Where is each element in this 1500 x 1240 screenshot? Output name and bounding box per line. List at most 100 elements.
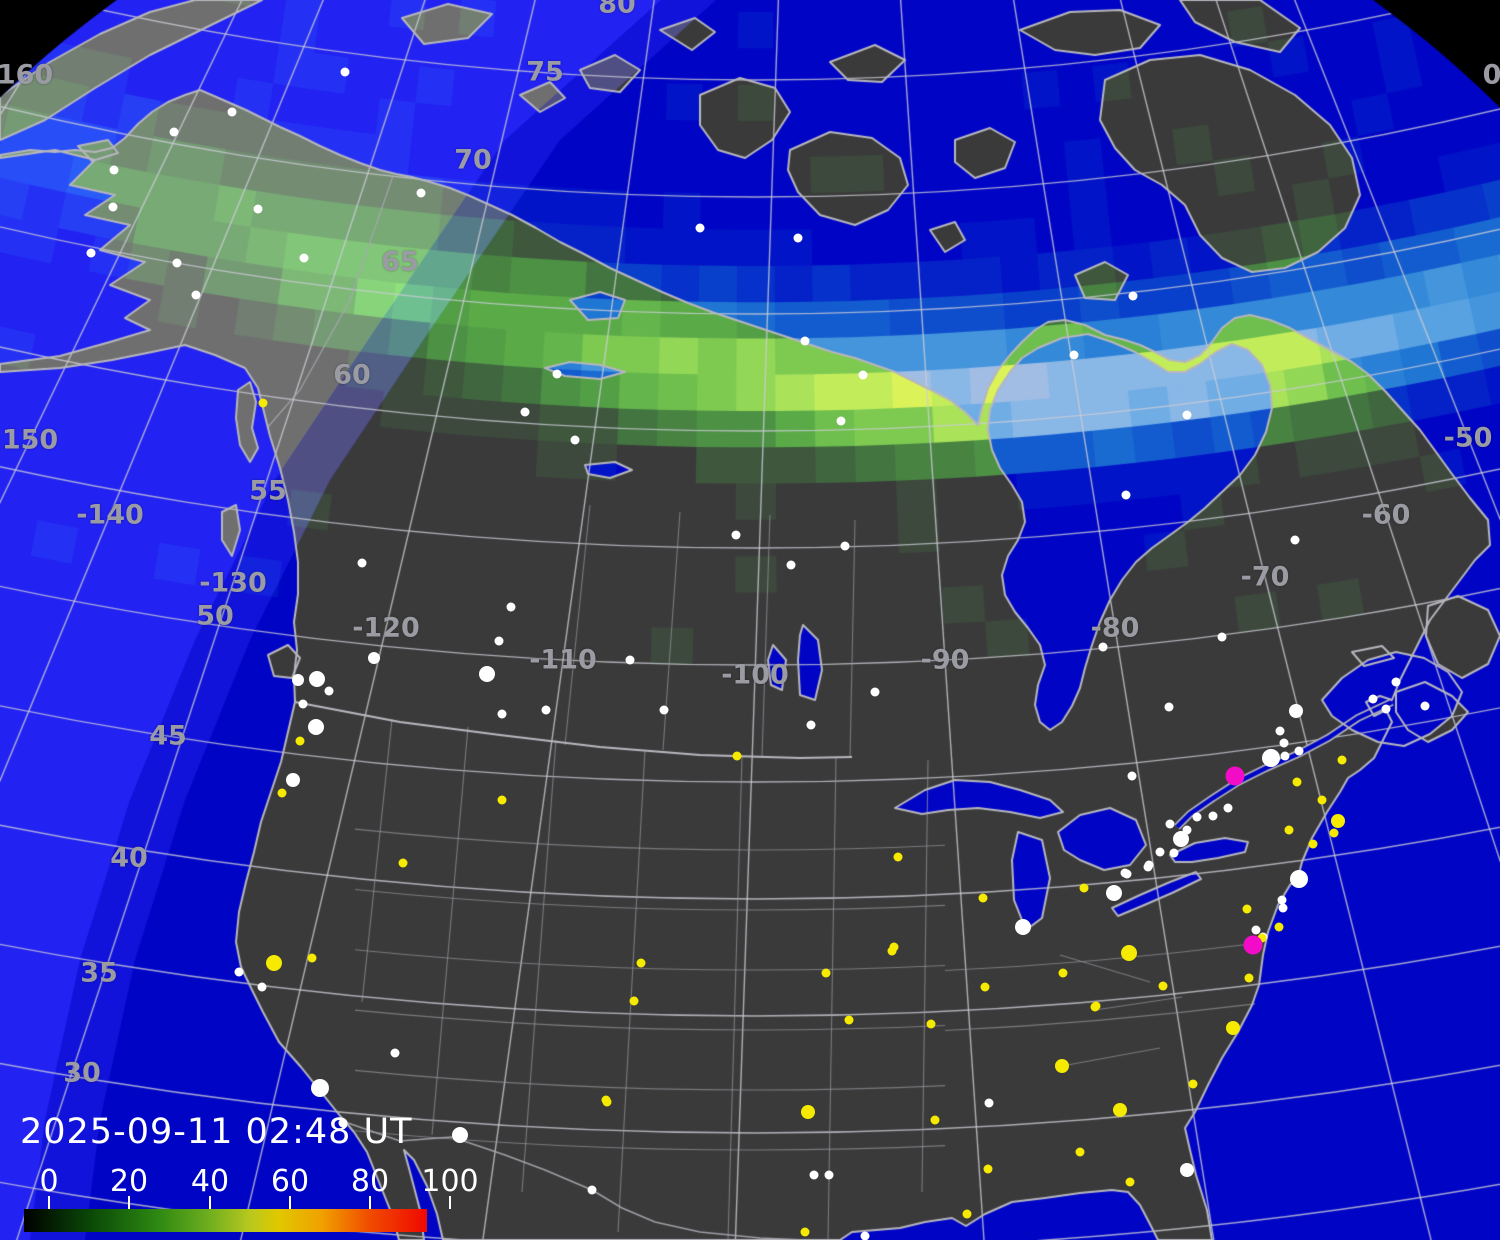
station-dot-white[interactable]	[824, 1170, 834, 1180]
station-dot-white[interactable]	[479, 666, 495, 682]
station-dot-white[interactable]	[506, 602, 516, 612]
station-dot-white[interactable]	[1127, 771, 1137, 781]
station-dot-yellow[interactable]	[307, 953, 317, 963]
station-dot-white[interactable]	[1420, 701, 1430, 711]
station-dot-white[interactable]	[1164, 702, 1174, 712]
station-dot-white[interactable]	[311, 1079, 329, 1097]
station-dot-white[interactable]	[299, 253, 309, 263]
station-dot-yellow[interactable]	[962, 1209, 972, 1219]
station-dot-white[interactable]	[368, 652, 380, 664]
station-dot-white[interactable]	[1275, 726, 1285, 736]
station-dot-yellow[interactable]	[1075, 1147, 1085, 1157]
station-dot-white[interactable]	[1143, 862, 1153, 872]
station-dot-white[interactable]	[1015, 919, 1031, 935]
station-dot-white[interactable]	[731, 530, 741, 540]
station-dot-white[interactable]	[809, 1170, 819, 1180]
station-dot-white[interactable]	[1290, 870, 1308, 888]
station-dot-yellow[interactable]	[1242, 904, 1252, 914]
station-dot-yellow[interactable]	[844, 1015, 854, 1025]
station-dot-white[interactable]	[416, 188, 426, 198]
station-dot-white[interactable]	[1251, 925, 1261, 935]
station-dot-yellow[interactable]	[980, 982, 990, 992]
station-dot-white[interactable]	[1155, 847, 1165, 857]
station-dot-yellow[interactable]	[1091, 1001, 1101, 1011]
station-dot-yellow[interactable]	[1058, 968, 1068, 978]
station-dot-white[interactable]	[253, 204, 263, 214]
station-dot-white[interactable]	[786, 560, 796, 570]
station-dot-white[interactable]	[1180, 1163, 1194, 1177]
station-dot-white[interactable]	[172, 258, 182, 268]
station-dot-white[interactable]	[659, 705, 669, 715]
station-dot-white[interactable]	[298, 699, 308, 709]
station-dot-yellow[interactable]	[398, 858, 408, 868]
station-dot-yellow[interactable]	[1308, 839, 1318, 849]
station-dot-white[interactable]	[234, 967, 244, 977]
station-dot-white[interactable]	[800, 336, 810, 346]
station-dot-white[interactable]	[1169, 848, 1179, 858]
station-dot-white[interactable]	[357, 558, 367, 568]
station-dot-yellow[interactable]	[800, 1227, 810, 1237]
station-dot-white[interactable]	[793, 233, 803, 243]
station-dot-yellow[interactable]	[1158, 981, 1168, 991]
station-dot-white[interactable]	[494, 636, 504, 646]
station-dot-yellow[interactable]	[983, 1164, 993, 1174]
station-dot-white[interactable]	[860, 1231, 870, 1240]
station-dot-yellow[interactable]	[1121, 945, 1137, 961]
station-dot-white[interactable]	[1368, 694, 1378, 704]
station-dot-yellow[interactable]	[821, 968, 831, 978]
station-dot-white[interactable]	[1290, 535, 1300, 545]
station-dot-white[interactable]	[1262, 749, 1280, 767]
station-dot-white[interactable]	[1122, 869, 1132, 879]
station-dot-white[interactable]	[1192, 812, 1202, 822]
station-dot-yellow[interactable]	[926, 1019, 936, 1029]
station-dot-yellow[interactable]	[258, 398, 268, 408]
station-dot-magenta[interactable]	[1225, 766, 1245, 786]
station-dot-yellow[interactable]	[629, 996, 639, 1006]
station-dot-yellow[interactable]	[1317, 795, 1327, 805]
station-dot-yellow[interactable]	[1329, 828, 1339, 838]
station-dot-white[interactable]	[324, 686, 334, 696]
station-dot-white[interactable]	[1223, 803, 1233, 813]
station-dot-white[interactable]	[169, 127, 179, 137]
station-dot-yellow[interactable]	[636, 958, 646, 968]
station-dot-white[interactable]	[625, 655, 635, 665]
station-dot-white[interactable]	[309, 671, 325, 687]
station-dot-yellow[interactable]	[1337, 755, 1347, 765]
station-dot-yellow[interactable]	[602, 1097, 612, 1107]
station-dot-white[interactable]	[292, 674, 304, 686]
station-dot-white[interactable]	[1381, 704, 1391, 714]
station-dot-white[interactable]	[1069, 350, 1079, 360]
station-dot-white[interactable]	[1182, 825, 1192, 835]
station-dot-white[interactable]	[1217, 632, 1227, 642]
station-dot-white[interactable]	[1128, 291, 1138, 301]
station-dot-white[interactable]	[840, 541, 850, 551]
station-dot-yellow[interactable]	[1284, 825, 1294, 835]
station-dot-white[interactable]	[695, 223, 705, 233]
station-dot-white[interactable]	[1173, 831, 1189, 847]
station-dot-white[interactable]	[1182, 410, 1192, 420]
station-dot-white[interactable]	[257, 982, 267, 992]
station-dot-white[interactable]	[858, 370, 868, 380]
station-dot-white[interactable]	[109, 165, 119, 175]
station-dot-yellow[interactable]	[1055, 1059, 1069, 1073]
station-dot-yellow[interactable]	[497, 795, 507, 805]
station-dot-yellow[interactable]	[1125, 1177, 1135, 1187]
station-dot-yellow[interactable]	[295, 736, 305, 746]
station-dot-white[interactable]	[984, 1098, 994, 1108]
station-dot-white[interactable]	[1278, 903, 1288, 913]
station-dot-white[interactable]	[587, 1185, 597, 1195]
station-dot-white[interactable]	[806, 720, 816, 730]
station-dot-white[interactable]	[286, 773, 300, 787]
station-dot-white[interactable]	[1289, 704, 1303, 718]
station-dot-yellow[interactable]	[893, 852, 903, 862]
station-dot-white[interactable]	[191, 290, 201, 300]
station-dot-white[interactable]	[1165, 819, 1175, 829]
station-dot-yellow[interactable]	[1274, 922, 1284, 932]
station-dot-yellow[interactable]	[1331, 814, 1345, 828]
station-dot-white[interactable]	[390, 1048, 400, 1058]
station-dot-white[interactable]	[1279, 738, 1289, 748]
station-dot-white[interactable]	[452, 1127, 468, 1143]
station-dot-white[interactable]	[552, 369, 562, 379]
station-dot-yellow[interactable]	[1079, 883, 1089, 893]
station-dot-white[interactable]	[520, 407, 530, 417]
